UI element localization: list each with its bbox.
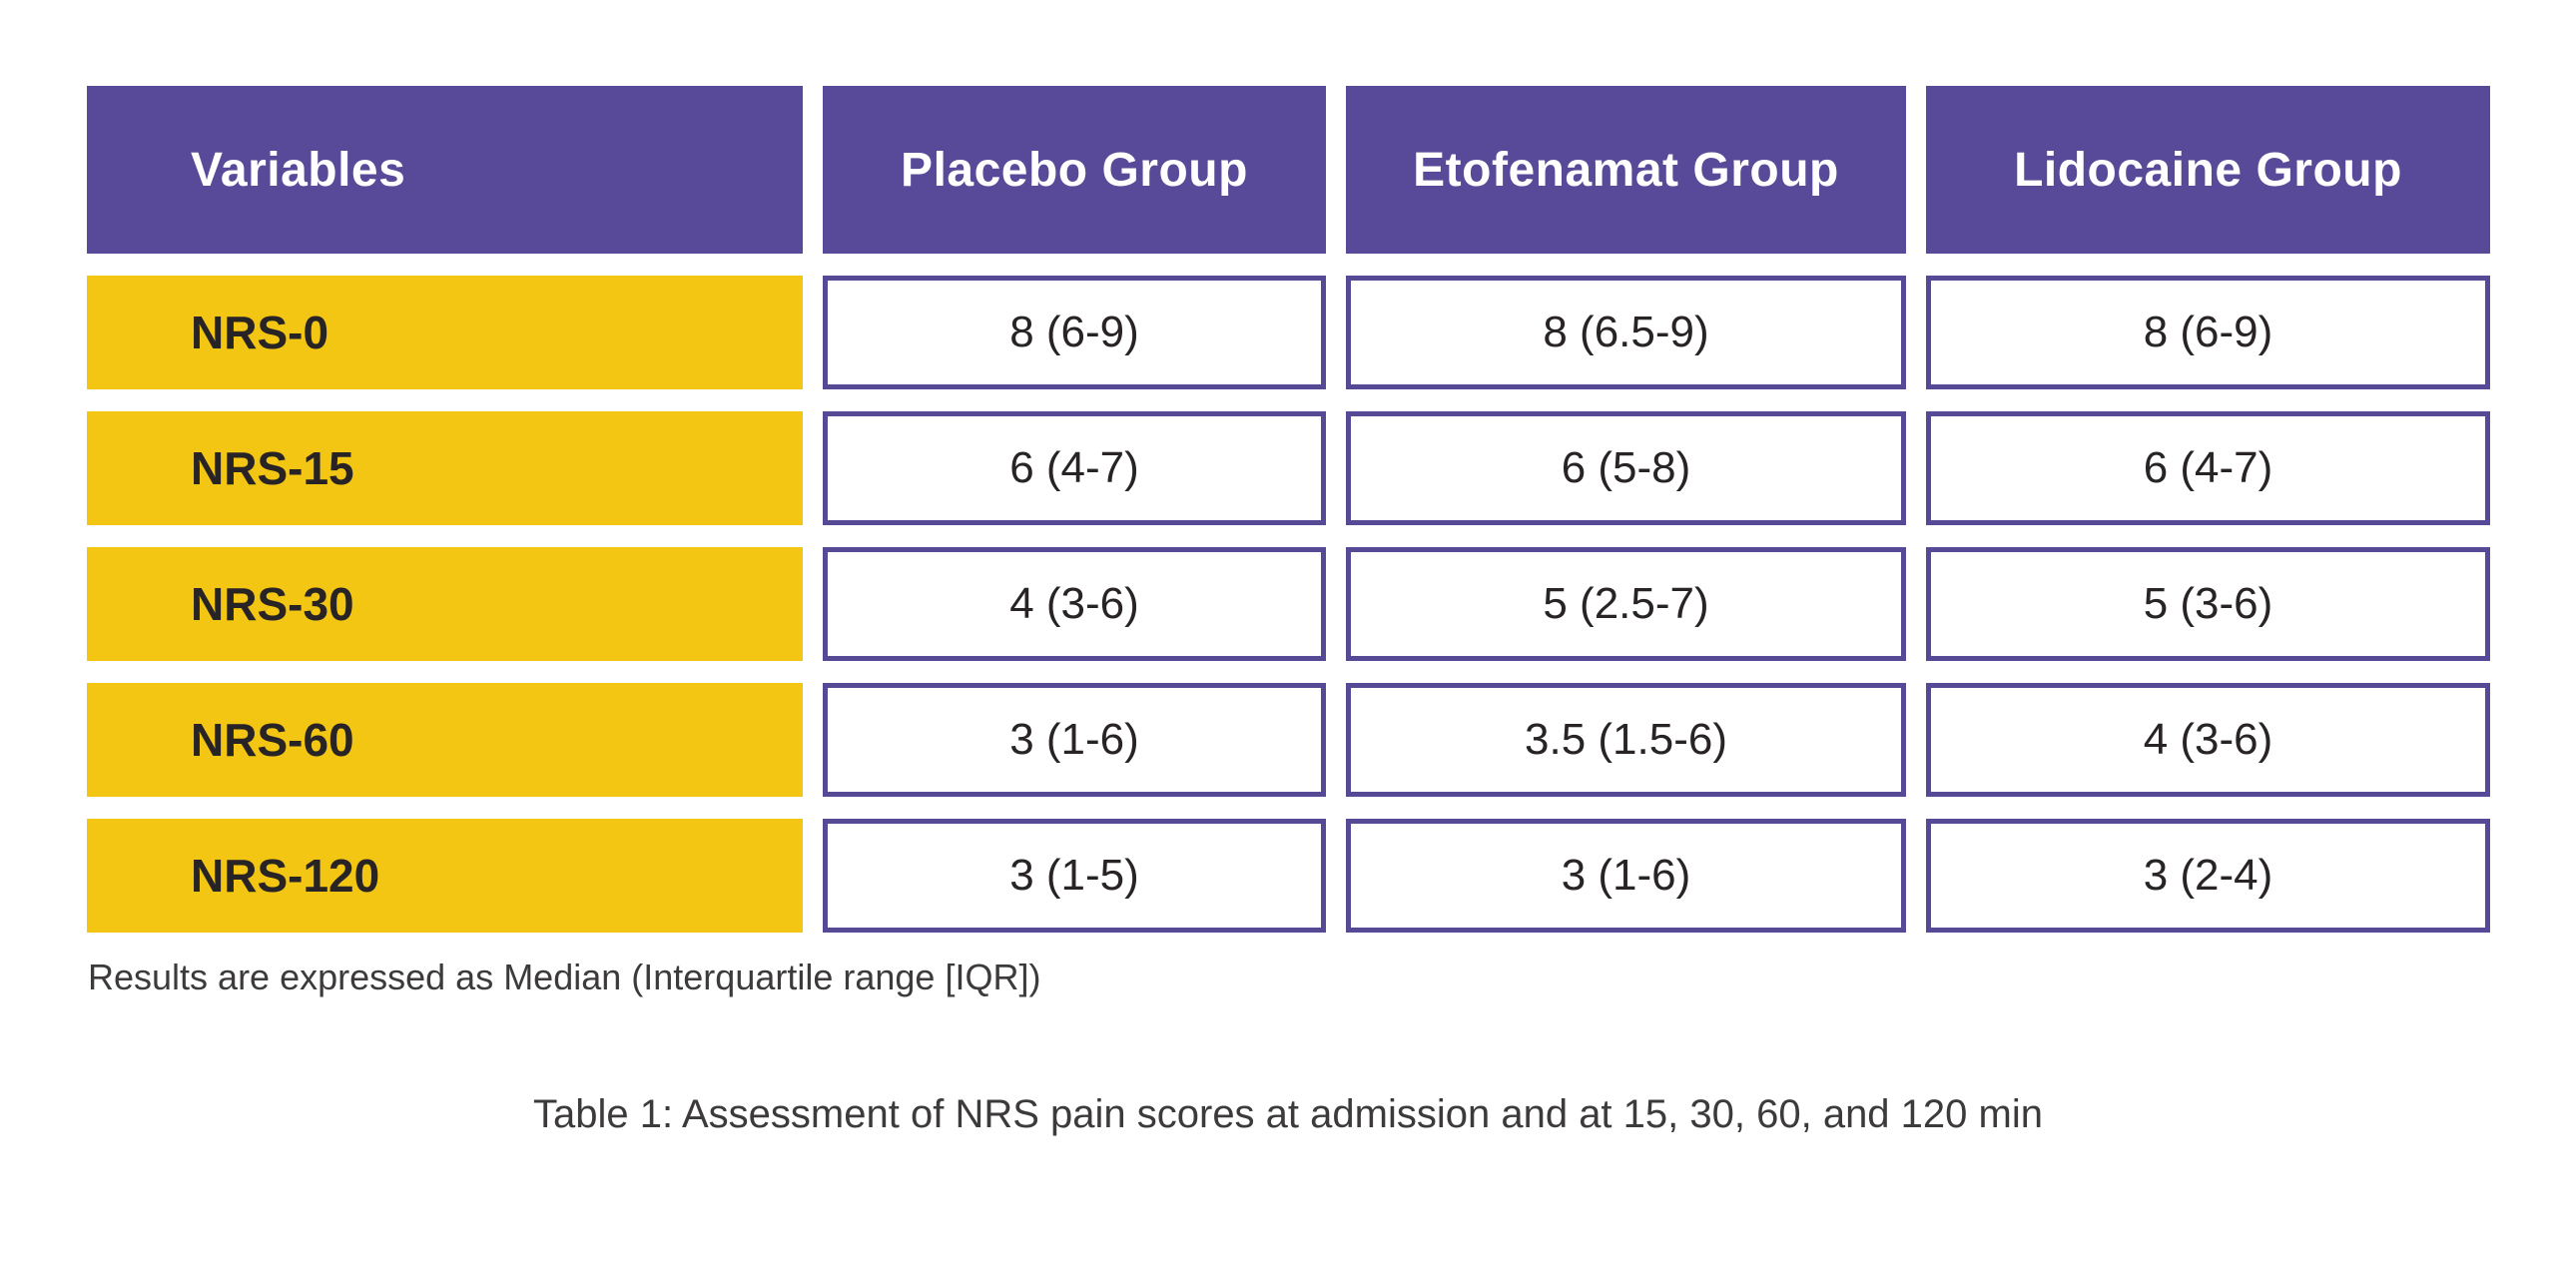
- cell-nrs-0-etofenamat: 8 (6.5-9): [1346, 276, 1906, 389]
- cell-nrs-15-lidocaine: 6 (4-7): [1926, 411, 2490, 525]
- header-cell-etofenamat-group: Etofenamat Group: [1346, 86, 1906, 254]
- cell-nrs-60-lidocaine: 4 (3-6): [1926, 683, 2490, 797]
- row-label-nrs-60: NRS-60: [87, 683, 803, 797]
- cell-nrs-30-etofenamat: 5 (2.5-7): [1346, 547, 1906, 661]
- cell-nrs-60-placebo: 3 (1-6): [823, 683, 1326, 797]
- row-label-nrs-0: NRS-0: [87, 276, 803, 389]
- cell-nrs-120-lidocaine: 3 (2-4): [1926, 819, 2490, 933]
- table-caption: Table 1: Assessment of NRS pain scores a…: [533, 1092, 2043, 1136]
- cell-nrs-60-etofenamat: 3.5 (1.5-6): [1346, 683, 1906, 797]
- cell-nrs-120-placebo: 3 (1-5): [823, 819, 1326, 933]
- table-footnote: Results are expressed as Median (Interqu…: [88, 957, 1041, 997]
- cell-nrs-30-lidocaine: 5 (3-6): [1926, 547, 2490, 661]
- nrs-scores-table: Variables Placebo Group Etofenamat Group…: [87, 86, 2490, 933]
- row-label-nrs-15: NRS-15: [87, 411, 803, 525]
- cell-nrs-0-lidocaine: 8 (6-9): [1926, 276, 2490, 389]
- row-label-nrs-30: NRS-30: [87, 547, 803, 661]
- cell-nrs-0-placebo: 8 (6-9): [823, 276, 1326, 389]
- header-cell-lidocaine-group: Lidocaine Group: [1926, 86, 2490, 254]
- row-label-nrs-120: NRS-120: [87, 819, 803, 933]
- cell-nrs-30-placebo: 4 (3-6): [823, 547, 1326, 661]
- cell-nrs-15-etofenamat: 6 (5-8): [1346, 411, 1906, 525]
- cell-nrs-15-placebo: 6 (4-7): [823, 411, 1326, 525]
- header-cell-variables: Variables: [87, 86, 803, 254]
- header-cell-placebo-group: Placebo Group: [823, 86, 1326, 254]
- cell-nrs-120-etofenamat: 3 (1-6): [1346, 819, 1906, 933]
